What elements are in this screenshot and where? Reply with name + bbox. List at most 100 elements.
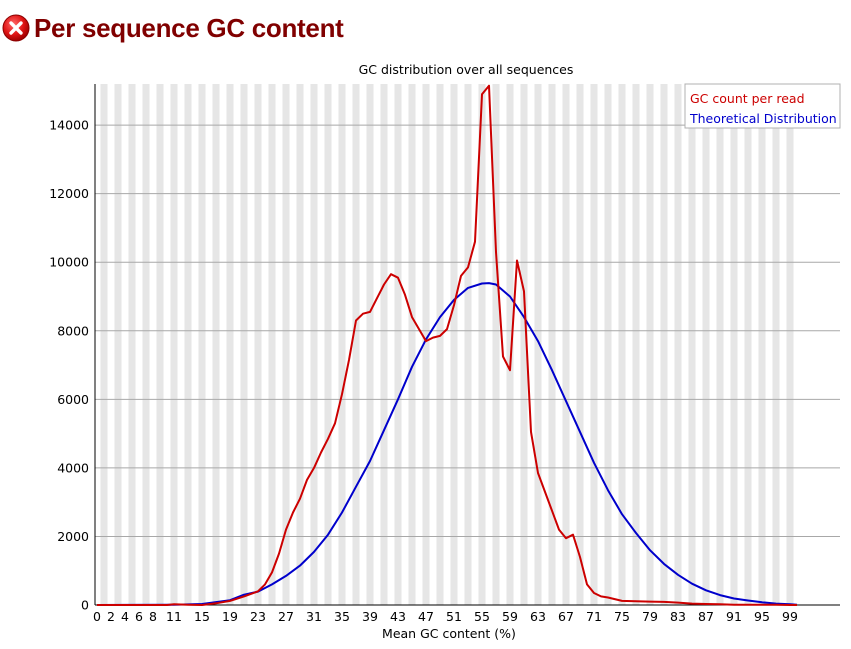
y-tick-label: 14000 [49,118,89,133]
stripe [716,84,724,605]
x-tick-label: 83 [670,609,686,624]
stripe [268,84,276,605]
stripe [674,84,682,605]
x-tick-label: 91 [726,609,742,624]
page-title: Per sequence GC content [34,12,344,43]
stripe [240,84,248,605]
x-axis-label: Mean GC content (%) [382,626,516,641]
stripe [450,84,458,605]
stripe [184,84,192,605]
y-tick-label: 12000 [49,186,89,201]
x-tick-label: 75 [614,609,630,624]
series-lines [96,84,798,606]
x-tick-label: 4 [121,609,129,624]
stripe [170,84,178,605]
x-tick-label: 63 [530,609,546,624]
y-tick-label: 8000 [57,323,89,338]
stripe [142,84,150,605]
stripe [156,84,164,605]
x-tick-label: 23 [250,609,266,624]
series-line [96,282,798,606]
x-tick-label: 95 [754,609,770,624]
x-tick-label: 59 [502,609,518,624]
stripe [114,84,122,605]
stripe [380,84,388,605]
y-tick-label: 0 [81,598,89,613]
chart-legend: GC count per read Theoretical Distributio… [684,83,841,129]
stripe [562,84,570,605]
x-tick-label: 43 [390,609,406,624]
stripe [702,84,710,605]
stripe [128,84,136,605]
stripe [618,84,626,605]
stripe [632,84,640,605]
x-tick-label: 0 [93,609,101,624]
stripe [394,84,402,605]
x-tick-label: 55 [474,609,490,624]
x-tick-label: 51 [446,609,462,624]
series-line [97,84,797,606]
x-tick-label: 8 [149,609,157,624]
legend-entry: GC count per read [690,91,805,106]
stripe [352,84,360,605]
plot-background-stripes [100,84,794,605]
stripe [422,84,430,605]
legend-box [684,83,841,129]
report-header: Per sequence GC content [2,6,344,50]
stripe [506,84,514,605]
stripe [464,84,472,605]
x-tick-label: 19 [222,609,238,624]
stripe [660,84,668,605]
x-tick-label: 35 [334,609,350,624]
stripe [744,84,752,605]
x-tick-label: 11 [166,609,182,624]
x-tick-label: 67 [558,609,574,624]
x-tick-label: 27 [278,609,294,624]
y-tick-label: 6000 [57,392,89,407]
stripe [576,84,584,605]
x-tick-labels: 0 2 4 6 8 11 15 19 23 27 31 35 39 43 47 51 55 59 63 67 71 75 7… [93,609,798,624]
x-tick-label: 2 [107,609,115,624]
stripe [338,84,346,605]
stripe [688,84,696,605]
stripe [478,84,486,605]
error-icon [2,14,30,42]
chart-title: GC distribution over all sequences [359,62,574,77]
x-tick-label: 47 [418,609,434,624]
stripe [366,84,374,605]
stripe [198,84,206,605]
x-tick-label: 39 [362,609,378,624]
stripe [310,84,318,605]
x-tick-label: 71 [586,609,602,624]
stripe [436,84,444,605]
stripe [100,84,108,605]
x-tick-label: 31 [306,609,322,624]
x-tick-label: 99 [782,609,798,624]
y-tick-label: 4000 [57,460,89,475]
stripe [212,84,220,605]
stripe [758,84,766,605]
stripe [254,84,262,605]
stripe [324,84,332,605]
stripe [226,84,234,605]
x-tick-label: 6 [135,609,143,624]
stripe [786,84,794,605]
stripe [534,84,542,605]
y-tick-label: 2000 [57,529,89,544]
stripe [590,84,598,605]
x-tick-label: 87 [698,609,714,624]
legend-entry: Theoretical Distribution [689,111,837,126]
stripe [772,84,780,605]
stripe [408,84,416,605]
stripe [548,84,556,605]
stripe [604,84,612,605]
y-tick-label: 10000 [49,255,89,270]
stripe [296,84,304,605]
stripe [730,84,738,605]
x-tick-label: 15 [194,609,210,624]
stripe [492,84,500,605]
stripe [646,84,654,605]
stripe [282,84,290,605]
x-tick-label: 79 [642,609,658,624]
